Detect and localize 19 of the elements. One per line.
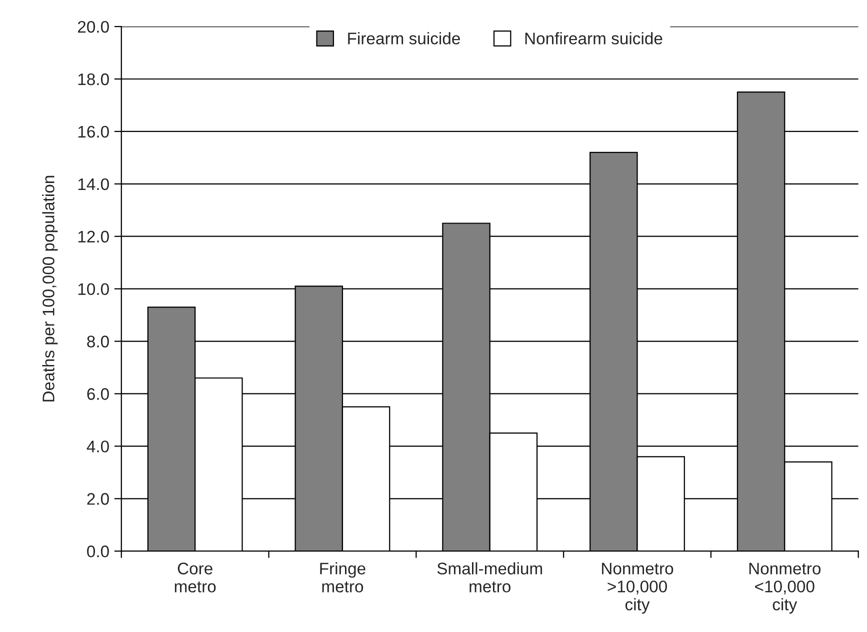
y-axis-title: Deaths per 100,000 population [42,176,58,402]
y-tick-label: 14.0 [78,178,109,190]
x-tick-label: Fringe metro [320,562,366,592]
y-tick-label: 4.0 [86,440,109,452]
x-tick-label: Nonmetro <10,000 city [749,562,821,614]
y-tick-label: 20.0 [78,20,109,33]
y-tick-label: 2.0 [87,493,109,505]
y-tick-label: 0.0 [87,546,109,558]
x-tick-label: Small-medium metro [437,562,542,592]
y-tick-label: 12.0 [78,230,109,243]
y-tick-label: 10.0 [78,283,109,296]
y-tick-label: 18.0 [78,73,109,86]
x-tick-label: Nonmetro >10,000 city [602,562,674,614]
legend-label: Nonfirearm suicide [525,32,662,44]
y-tick-label: 16.0 [78,126,109,138]
legend-label: Firearm suicide [348,32,460,44]
y-tick-label: 8.0 [87,336,109,348]
y-tick-label: 6.0 [87,388,109,400]
x-tick-label: Core metro [174,562,216,592]
